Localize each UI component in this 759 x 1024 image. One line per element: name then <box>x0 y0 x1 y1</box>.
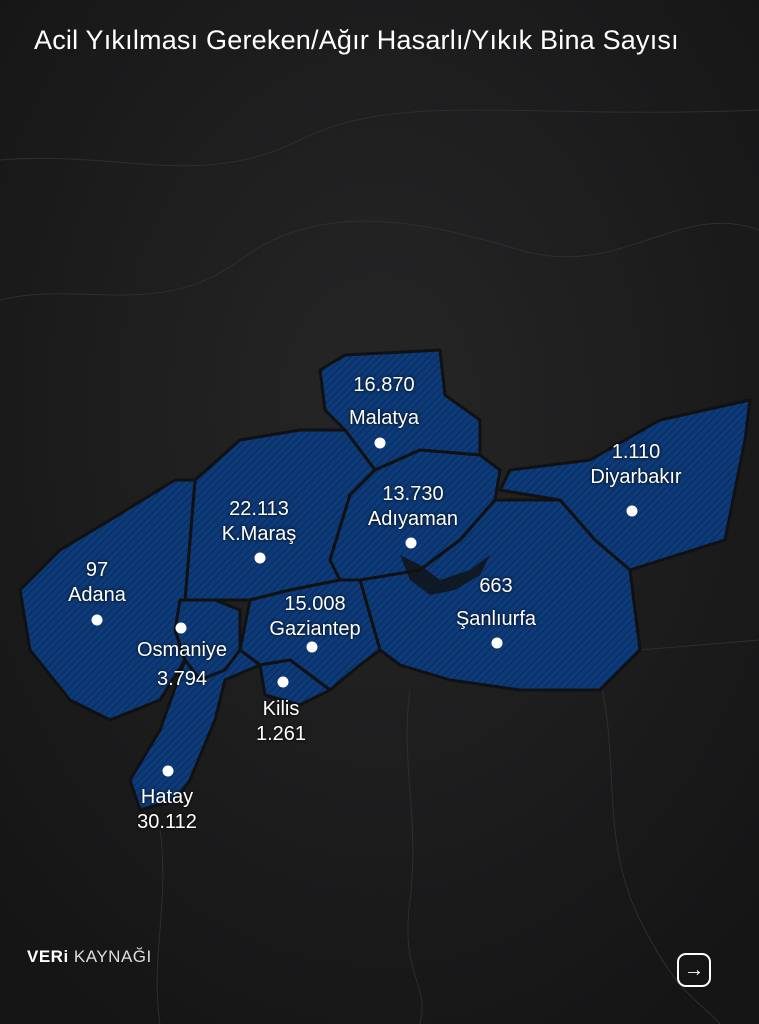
province-label-anlurfa: 663 Şanlıurfa <box>456 574 536 632</box>
city-marker[interactable] <box>306 641 318 653</box>
province-name: Adıyaman <box>367 508 459 530</box>
city-marker[interactable] <box>405 537 417 549</box>
province-name: K.Maraş <box>221 523 297 545</box>
province-name: Gaziantep <box>269 618 361 640</box>
province-label-hatay: Hatay 30.112 <box>137 785 197 835</box>
province-name: Osmaniye <box>136 639 228 661</box>
arrow-right-icon: → <box>684 958 704 981</box>
page-title: Acil Yıkılması Gereken/Ağır Hasarlı/Yıkı… <box>34 25 679 55</box>
province-name: Adana <box>68 584 126 606</box>
province-value: 663 <box>479 575 513 597</box>
province-value: 97 <box>85 559 109 581</box>
data-source-link[interactable]: VERi KAYNAĞI <box>27 947 152 967</box>
province-name: Malatya <box>348 407 420 429</box>
province-value: 3.794 <box>156 668 208 690</box>
province-value: 22.113 <box>229 498 289 520</box>
province-label-diyarbakr: 1.110 Diyarbakır <box>590 440 681 490</box>
province-label-kmara: 22.113 K.Maraş <box>222 497 296 547</box>
city-marker[interactable] <box>175 622 187 634</box>
province-label-adyaman: 13.730 Adıyaman <box>368 482 458 532</box>
province-value: 1.261 <box>255 723 307 745</box>
city-marker[interactable] <box>277 676 289 688</box>
city-marker[interactable] <box>162 765 174 777</box>
next-button[interactable]: → <box>677 953 711 987</box>
province-value: 15.008 <box>284 593 346 615</box>
city-marker[interactable] <box>374 437 386 449</box>
province-label-malatya: 16.870 Malatya <box>349 373 419 431</box>
city-marker[interactable] <box>254 552 266 564</box>
province-name: Kilis <box>262 698 300 720</box>
province-label-osmaniye: Osmaniye 3.794 <box>137 638 227 692</box>
province-label-gaziantep: 15.008 Gaziantep <box>269 592 360 642</box>
province-value: 30.112 <box>137 811 197 833</box>
province-label-adana: 97 Adana <box>68 558 126 608</box>
city-marker[interactable] <box>626 505 638 517</box>
dam-lake <box>400 555 490 595</box>
province-name: Hatay <box>140 786 194 808</box>
source-bold: VERi <box>27 947 69 966</box>
province-kilis[interactable] <box>258 658 332 707</box>
province-value: 1.110 <box>611 441 661 463</box>
source-light: KAYNAĞI <box>73 947 152 966</box>
province-value: 13.730 <box>382 483 444 505</box>
province-name: Diyarbakır <box>590 466 682 488</box>
province-name: Şanlıurfa <box>455 608 537 630</box>
city-marker[interactable] <box>491 637 503 649</box>
province-diyarbakr[interactable] <box>498 398 752 572</box>
province-label-kilis: Kilis 1.261 <box>256 697 306 747</box>
province-value: 16.870 <box>353 374 415 396</box>
city-marker[interactable] <box>91 614 103 626</box>
